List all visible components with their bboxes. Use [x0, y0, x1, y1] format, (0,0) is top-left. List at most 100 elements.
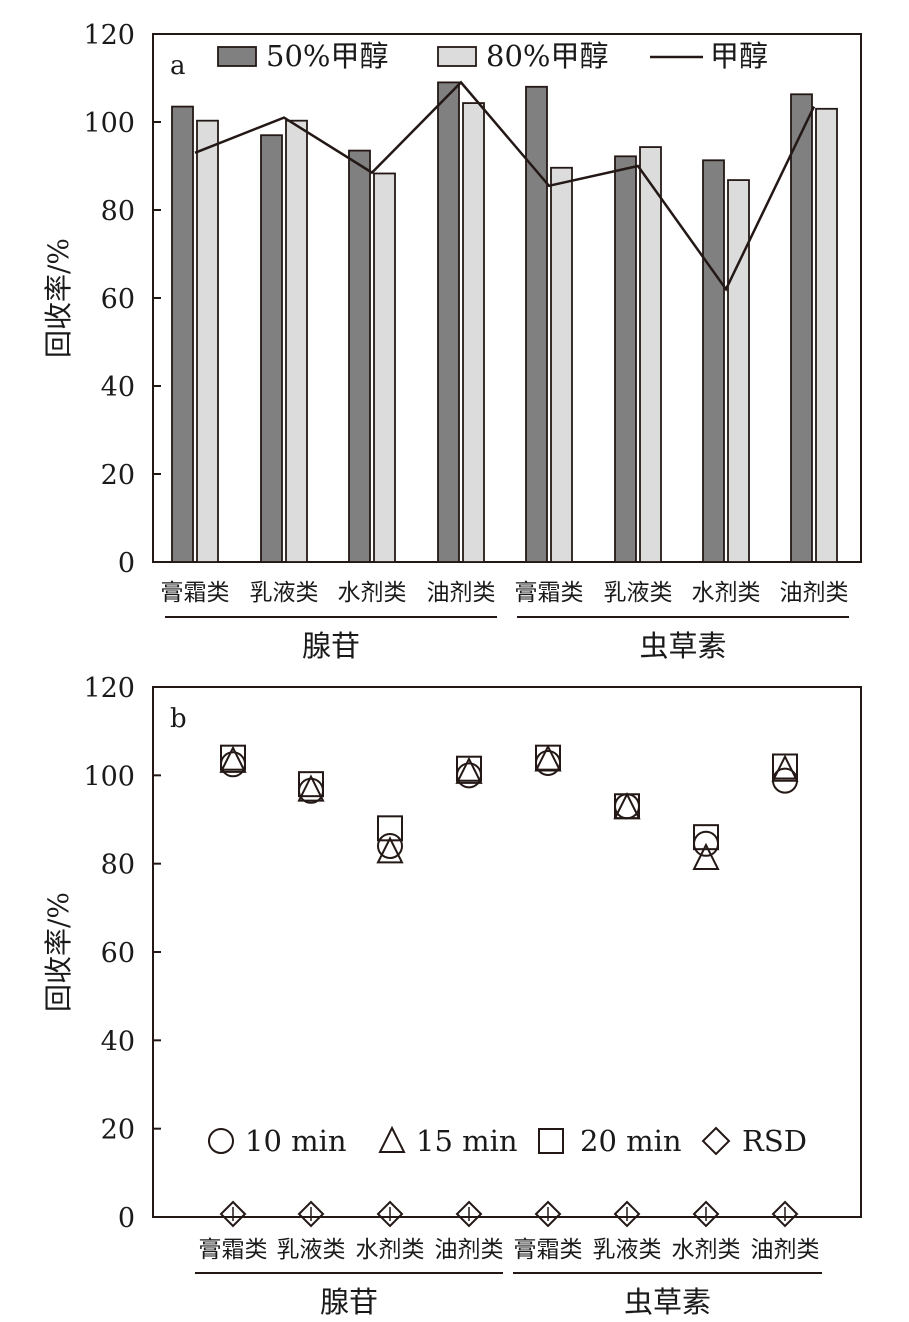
- point-15min: [297, 774, 325, 802]
- category-label: 膏霜类: [515, 580, 584, 606]
- bar-50pct-methanol: [790, 93, 813, 563]
- category-label: 膏霜类: [514, 1237, 583, 1263]
- panel-b-y-axis: 0 20 40 60 80 100 120: [83, 673, 161, 1234]
- point-10min: [298, 777, 324, 804]
- category-label: 水剂类: [672, 1237, 741, 1263]
- category-label: 乳液类: [604, 580, 673, 606]
- point-10min: [220, 751, 246, 778]
- point-15min: [534, 744, 562, 772]
- line-methanol: [194, 80, 816, 292]
- legend-label-20min: 20 min: [580, 1124, 682, 1158]
- point-15min: [219, 745, 247, 773]
- panel-a-category-labels: 膏霜类 乳液类 水剂类 油剂类 膏霜类 乳液类 水剂类 油剂类: [161, 580, 849, 606]
- category-label: 水剂类: [692, 580, 761, 606]
- point-10min: [456, 762, 482, 789]
- point-rsd: [219, 1200, 247, 1228]
- point-15min: [455, 756, 483, 784]
- panel-a-label: a: [170, 51, 186, 81]
- legend-marker-circle: [208, 1128, 234, 1154]
- y-tick-label: 40: [101, 372, 135, 403]
- panel-a-y-axis: 0 20 40 60 80 100 120: [83, 20, 161, 579]
- panel-a-legend: 50%甲醇 80%甲醇 甲醇: [217, 39, 768, 73]
- bar-50pct-methanol: [614, 155, 637, 563]
- category-label: 膏霜类: [199, 1237, 268, 1263]
- category-label: 水剂类: [356, 1237, 425, 1263]
- bar-50pct-methanol: [437, 81, 460, 563]
- legend-swatch-50pct-methanol: [217, 46, 257, 67]
- panel-b-group-labels: 腺苷 虫草素: [195, 1272, 822, 1319]
- category-label: 乳液类: [277, 1237, 346, 1263]
- point-15min: [771, 754, 799, 782]
- category-label: 油剂类: [435, 1237, 504, 1263]
- bar-80pct-methanol: [550, 166, 573, 563]
- point-rsd: [455, 1200, 483, 1228]
- y-tick-label: 60: [101, 284, 135, 315]
- bar-50pct-methanol: [260, 134, 283, 563]
- y-tick-label: 20: [101, 1115, 135, 1146]
- y-tick-label: 120: [83, 20, 135, 51]
- panel-b-legend: 10 min 15 min 20 min RSD: [208, 1124, 807, 1158]
- legend-swatch-80pct-methanol: [437, 46, 477, 67]
- legend-marker-triangle: [378, 1125, 406, 1153]
- legend-label-10min: 10 min: [245, 1124, 347, 1158]
- panel-a-y-axis-title: 回收率/%: [42, 238, 75, 358]
- point-15min: [376, 836, 404, 864]
- legend-label-50pct-methanol: 50%甲醇: [266, 39, 388, 73]
- legend-label-methanol: 甲醇: [710, 39, 768, 73]
- group-label: 腺苷: [320, 1285, 378, 1319]
- bar-50pct-methanol: [348, 149, 371, 563]
- panel-a-group-labels: 腺苷 虫草素: [165, 616, 849, 663]
- category-label: 油剂类: [427, 580, 496, 606]
- panel-b-label: b: [170, 704, 187, 734]
- point-rsd: [376, 1200, 404, 1228]
- bar-80pct-methanol: [285, 119, 308, 563]
- point-20min: [298, 771, 324, 798]
- category-label: 膏霜类: [161, 580, 230, 606]
- category-label: 乳液类: [250, 580, 319, 606]
- point-rsd: [613, 1200, 641, 1228]
- category-label: 乳液类: [593, 1237, 662, 1263]
- panel-a-line-series: [194, 80, 816, 292]
- point-10min: [693, 830, 719, 857]
- y-tick-label: 100: [83, 761, 135, 792]
- point-rsd: [534, 1200, 562, 1228]
- point-20min: [693, 824, 719, 851]
- bar-80pct-methanol: [727, 179, 750, 563]
- panel-a-frame: [152, 33, 862, 563]
- bar-50pct-methanol: [525, 85, 548, 563]
- y-tick-label: 20: [101, 460, 135, 491]
- category-label: 油剂类: [751, 1237, 820, 1263]
- bar-50pct-methanol: [171, 105, 194, 563]
- point-rsd: [692, 1200, 720, 1228]
- bar-80pct-methanol: [639, 146, 662, 563]
- panel-b-points: [219, 744, 799, 1228]
- y-tick-label: 0: [118, 1203, 135, 1234]
- legend-label-15min: 15 min: [416, 1124, 518, 1158]
- point-10min: [535, 749, 561, 776]
- point-10min: [614, 793, 640, 820]
- point-20min: [535, 744, 561, 771]
- panel-b-y-axis-title: 回收率/%: [42, 892, 75, 1012]
- y-tick-label: 120: [83, 673, 135, 704]
- bar-80pct-methanol: [815, 107, 838, 563]
- group-label: 虫草素: [624, 1285, 711, 1319]
- bar-80pct-methanol: [373, 172, 396, 563]
- legend-marker-diamond: [701, 1126, 731, 1156]
- point-15min: [692, 842, 720, 871]
- legend-label-rsd: RSD: [742, 1124, 807, 1158]
- y-tick-label: 80: [101, 850, 135, 881]
- category-label: 水剂类: [338, 580, 407, 606]
- y-tick-label: 100: [83, 108, 135, 139]
- bar-80pct-methanol: [462, 102, 485, 563]
- group-label: 腺苷: [302, 629, 360, 663]
- group-label: 虫草素: [639, 629, 726, 663]
- y-tick-label: 0: [118, 548, 135, 579]
- y-tick-label: 60: [101, 938, 135, 969]
- legend-marker-square: [538, 1128, 564, 1154]
- y-tick-label: 80: [101, 196, 135, 227]
- panel-a-bars: [171, 81, 838, 563]
- category-label: 油剂类: [780, 580, 849, 606]
